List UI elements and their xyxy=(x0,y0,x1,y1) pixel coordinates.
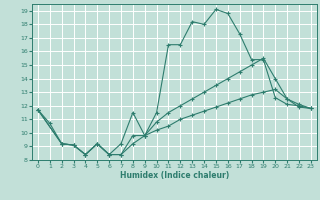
X-axis label: Humidex (Indice chaleur): Humidex (Indice chaleur) xyxy=(120,171,229,180)
